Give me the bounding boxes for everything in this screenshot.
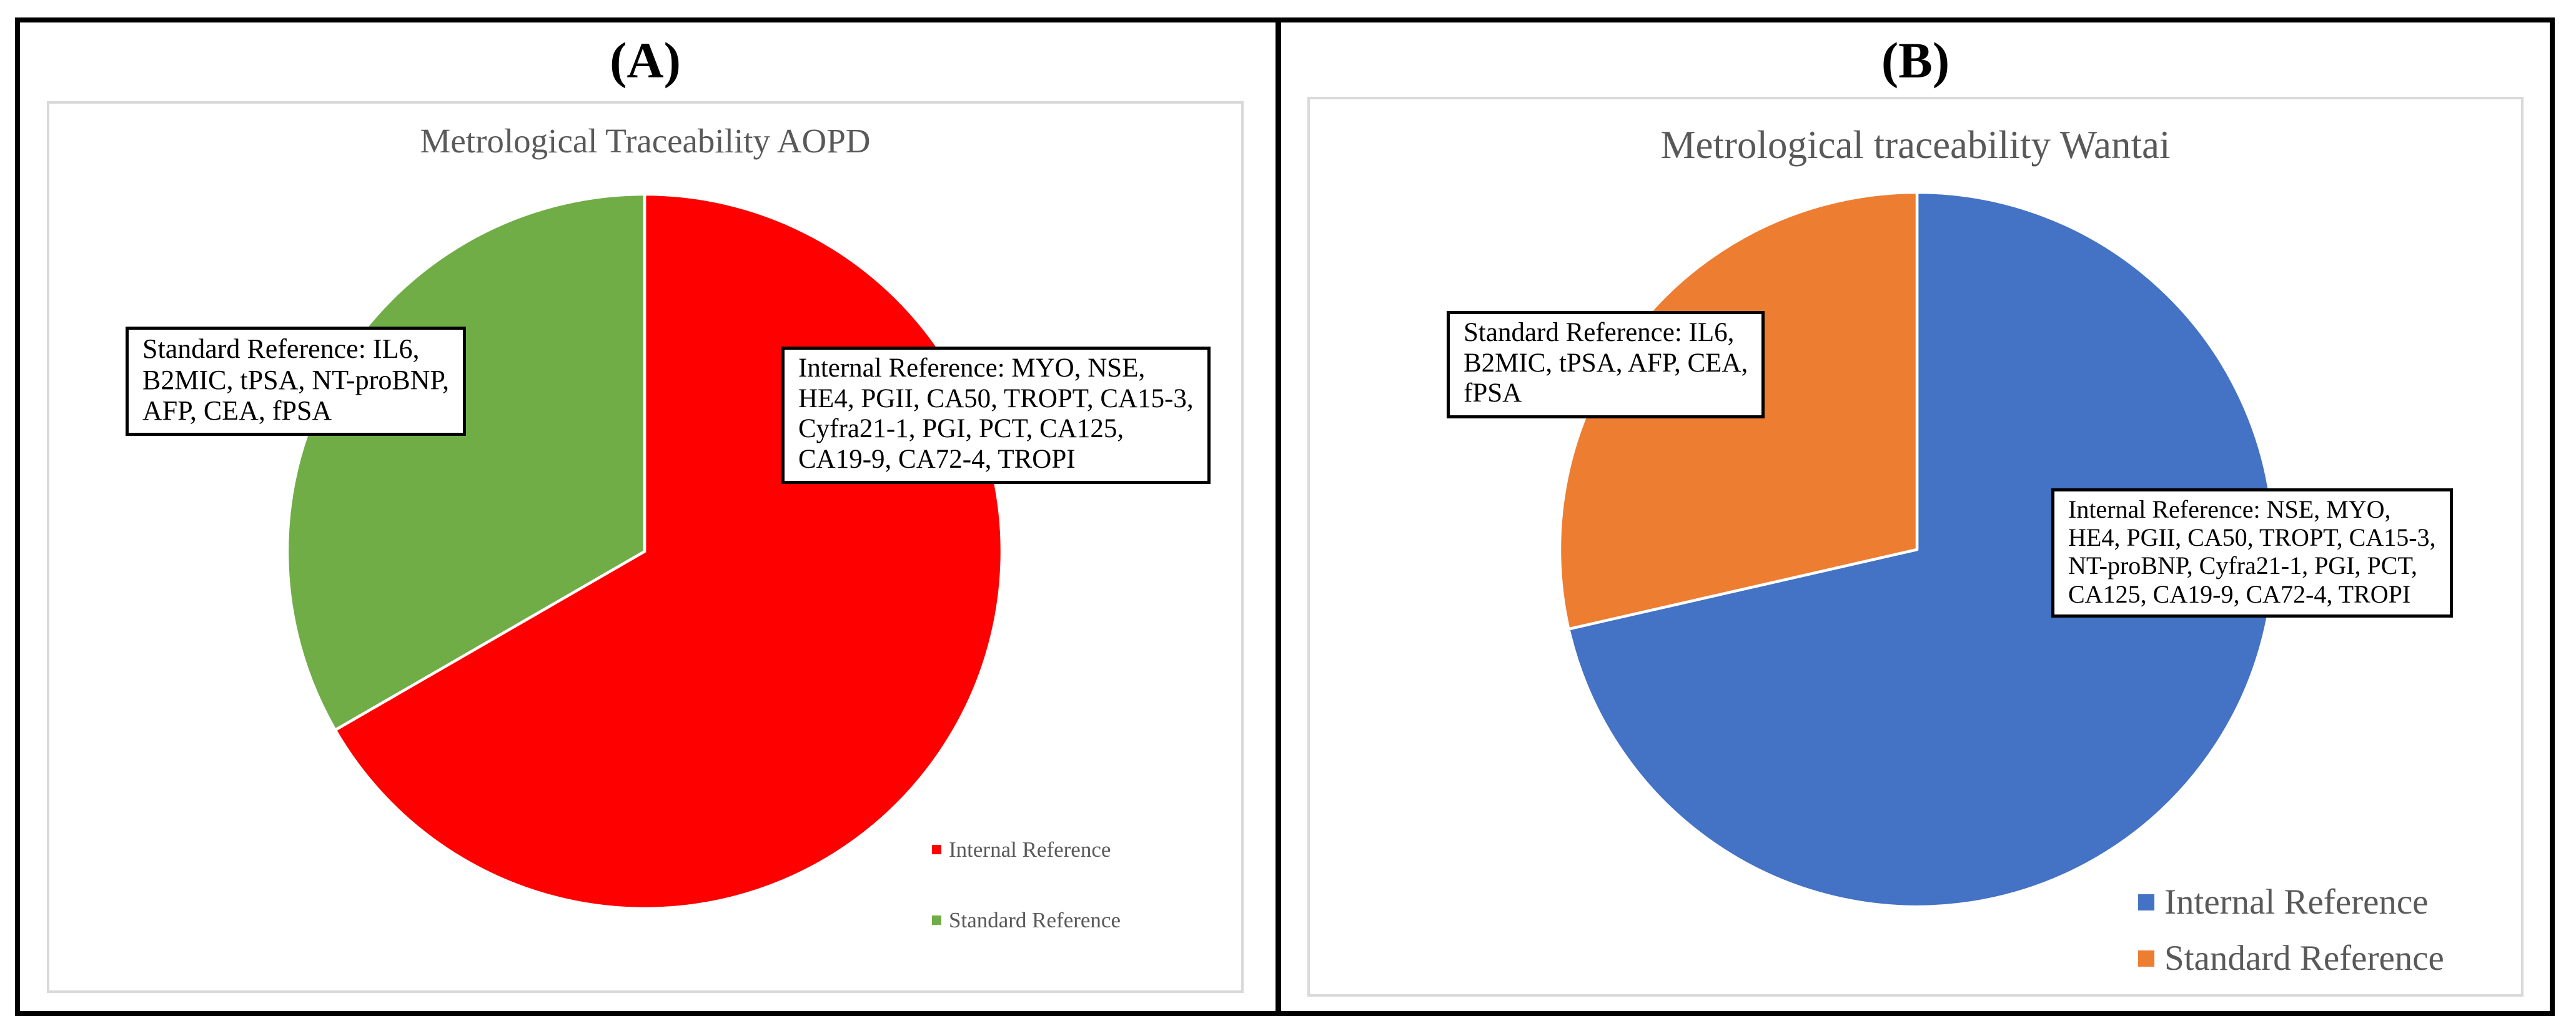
legend-A: Internal Reference Standard Reference — [932, 836, 1121, 934]
pie-chart-A — [285, 192, 1004, 910]
legend-label: Standard Reference — [2164, 939, 2444, 979]
legend-label: Internal Reference — [2164, 882, 2429, 922]
legend-swatch-icon — [2138, 894, 2154, 911]
legend-label: Internal Reference — [949, 837, 1111, 862]
legend-label: Standard Reference — [949, 907, 1121, 932]
legend-item-standard-reference: Standard Reference — [932, 906, 1121, 935]
callout-internal-reference-A: Internal Reference: MYO, NSE, HE4, PGII,… — [781, 347, 1211, 485]
callout-standard-reference-B: Standard Reference: IL6, B2MIC, tPSA, AF… — [1447, 311, 1765, 418]
callout-internal-reference-B: Internal Reference: NSE, MYO, HE4, PGII,… — [2051, 488, 2453, 618]
legend-swatch-icon — [2138, 950, 2154, 967]
chart-B-title: Metrological traceability Wantai — [1660, 123, 2171, 167]
legend-swatch-icon — [932, 845, 941, 855]
chart-A-title: Metrological Traceability AOPD — [420, 122, 871, 160]
panel-A-label: (A) — [610, 32, 681, 89]
legend-item-standard-reference: Standard Reference — [2138, 935, 2444, 982]
legend-B: Internal Reference Standard Reference — [2138, 879, 2444, 982]
legend-item-internal-reference: Internal Reference — [932, 836, 1121, 864]
panel-B-label: (B) — [1881, 32, 1950, 89]
legend-item-internal-reference: Internal Reference — [2138, 879, 2444, 925]
callout-standard-reference-A: Standard Reference: IL6, B2MIC, tPSA, NT… — [126, 327, 467, 437]
legend-swatch-icon — [932, 915, 941, 925]
pie-slice-internal-reference — [1567, 190, 2276, 909]
figure-border — [15, 17, 2555, 1016]
panel-divider — [1276, 17, 1281, 1016]
